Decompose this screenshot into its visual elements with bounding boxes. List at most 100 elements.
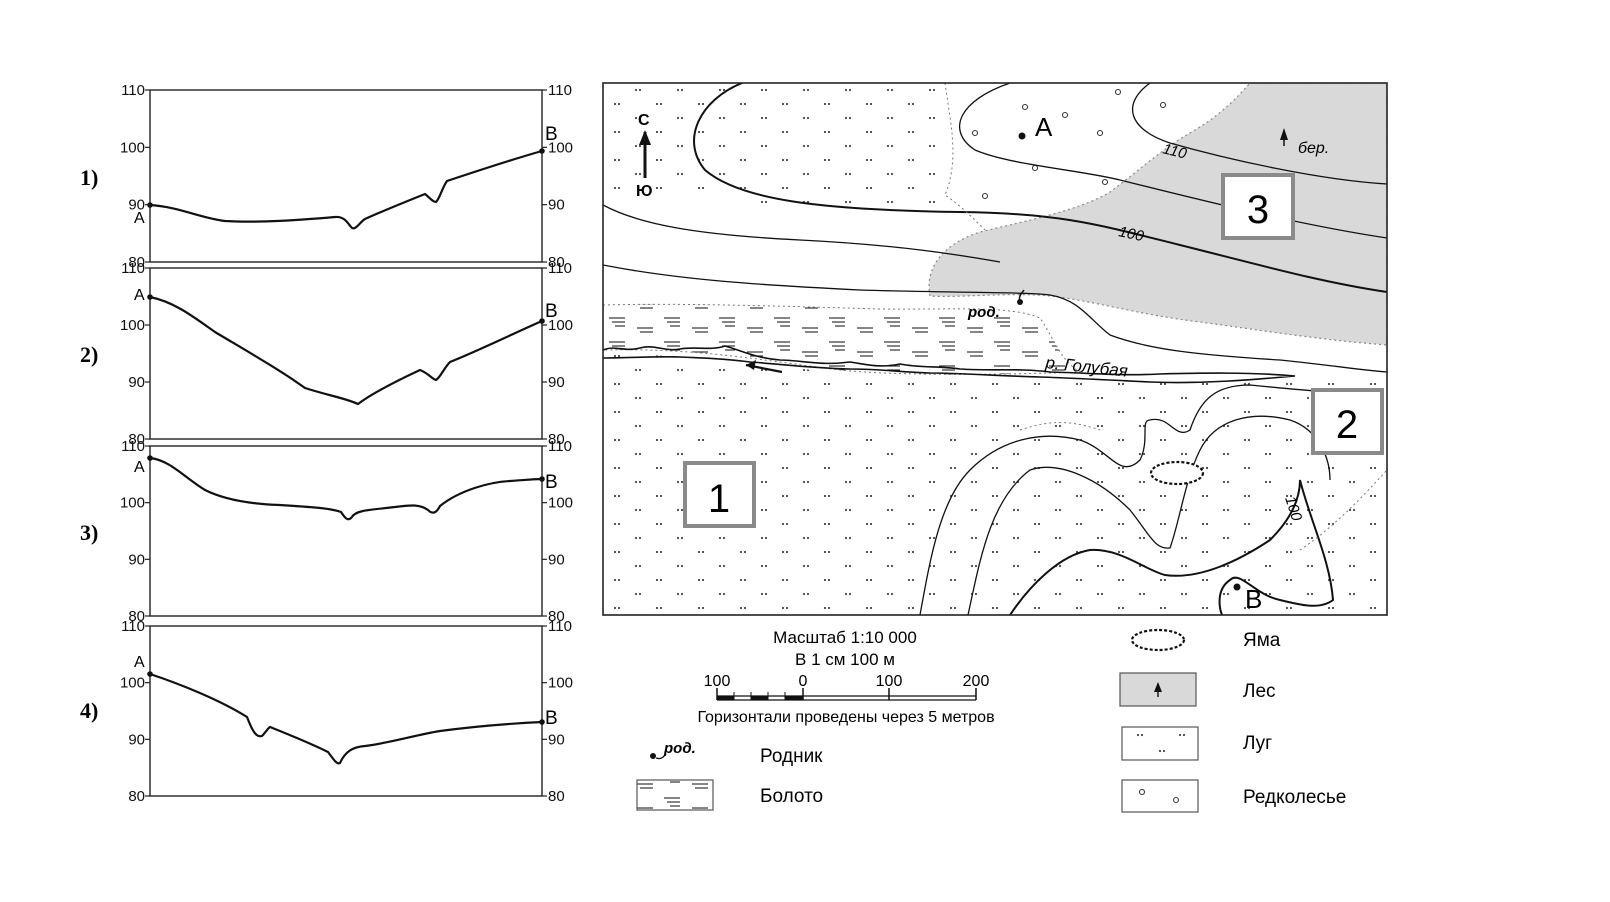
profile-curve-2 bbox=[149, 295, 543, 406]
profile-3-right-tick-90: 90 bbox=[548, 551, 565, 568]
profile-3-point-a: A bbox=[134, 459, 145, 476]
map-spring-label: род. bbox=[967, 304, 1000, 321]
north-label: С bbox=[638, 112, 650, 129]
profile-4-left-tick-90: 90 bbox=[128, 731, 145, 748]
profile-curve-3 bbox=[149, 456, 543, 521]
map-point-a: A bbox=[1035, 112, 1053, 142]
topographic-map: С Ю A B род. р. Голубая бер. 110 100 100… bbox=[602, 82, 1388, 616]
profile-4-left-tick-80: 80 bbox=[128, 788, 145, 805]
profile-4-right-tick-80: 80 bbox=[548, 788, 565, 805]
contour-label-110: 110 bbox=[1161, 140, 1189, 162]
legend-sparse-label: Редколесье bbox=[1243, 787, 1346, 808]
profile-frame-4 bbox=[149, 625, 543, 797]
contour-interval-note: Горизонтали проведены через 5 метров bbox=[697, 709, 994, 726]
legend-spring-symbol: род. bbox=[663, 740, 696, 757]
profile-3-left-tick-110: 110 bbox=[121, 438, 145, 455]
profile-4-right-tick-100: 100 bbox=[548, 675, 573, 692]
area-number-3: 3 bbox=[1247, 188, 1269, 232]
map-birch-label: бер. bbox=[1298, 140, 1329, 157]
legend-swamp-swatch bbox=[636, 779, 714, 811]
profile-1-right-tick-80: 80 bbox=[548, 254, 565, 271]
area-box-3 bbox=[1221, 173, 1295, 240]
legend-pit-label: Яма bbox=[1243, 630, 1281, 651]
profile-2-right-tick-110: 110 bbox=[548, 260, 572, 277]
contour-west-1 bbox=[603, 204, 1001, 263]
contour-label-100: 100 bbox=[1117, 223, 1146, 245]
profile-2-left-tick-80: 80 bbox=[128, 431, 145, 448]
area-number-2: 2 bbox=[1336, 403, 1358, 447]
profile-4-right-tick-90: 90 bbox=[548, 731, 565, 748]
river-golubaya bbox=[603, 345, 1296, 384]
area-box-1 bbox=[683, 461, 756, 528]
profile-1-right-tick-110: 110 bbox=[548, 82, 572, 99]
legend-meadow-swatch bbox=[1121, 726, 1199, 761]
legend-forest-label: Лес bbox=[1243, 681, 1276, 702]
profile-1-right-tick-100: 100 bbox=[548, 139, 573, 156]
profile-1-left-tick-110: 110 bbox=[121, 82, 145, 99]
legend-pit-symbol bbox=[1130, 628, 1186, 652]
profile-2-left-tick-110: 110 bbox=[121, 260, 145, 277]
profile-1-left-tick-80: 80 bbox=[128, 254, 145, 271]
swamp-area bbox=[603, 303, 1082, 375]
scale-subtitle: В 1 см 100 м bbox=[795, 650, 895, 669]
map-point-b: B bbox=[1245, 584, 1262, 614]
contour-north-1 bbox=[693, 83, 1387, 293]
profile-3-left-tick-90: 90 bbox=[128, 551, 145, 568]
profile-curve-1 bbox=[149, 149, 543, 230]
profile-3-left-tick-80: 80 bbox=[128, 608, 145, 625]
birch-tree-icon bbox=[1280, 128, 1288, 140]
profile-2-point-b: B bbox=[545, 301, 558, 322]
profile-1-point-a: A bbox=[134, 210, 145, 227]
scale-tick-100: 100 bbox=[876, 673, 903, 690]
legend-sparse-swatch bbox=[1121, 779, 1199, 813]
profile-3-right-tick-110: 110 bbox=[548, 438, 572, 455]
profile-3-right-tick-100: 100 bbox=[548, 495, 573, 512]
contour-west-2 bbox=[603, 264, 1387, 373]
south-label: Ю bbox=[636, 183, 653, 200]
profile-label-1: 1) bbox=[80, 165, 98, 190]
contour-south-1 bbox=[919, 384, 1331, 615]
profile-3-left-tick-100: 100 bbox=[120, 495, 145, 512]
profile-frame-2 bbox=[149, 267, 543, 440]
meadow-area-south bbox=[603, 354, 1387, 615]
area-number-1: 1 bbox=[708, 477, 730, 521]
profile-4-left-tick-110: 110 bbox=[121, 618, 145, 635]
contour-south-100 bbox=[1009, 479, 1335, 615]
map-legend: Масштаб 1:10 000 В 1 см 100 м 100 0 100 … bbox=[636, 628, 1346, 813]
profile-2-right-tick-90: 90 bbox=[548, 374, 565, 391]
profile-2-right-tick-80: 80 bbox=[548, 431, 565, 448]
profile-label-4: 4) bbox=[80, 698, 98, 723]
legend-swamp-label: Болото bbox=[760, 786, 823, 807]
profile-4-point-a: A bbox=[134, 654, 145, 671]
profile-curve-4 bbox=[149, 672, 543, 765]
profile-label-2: 2) bbox=[80, 342, 98, 367]
profile-1-point-b: B bbox=[545, 124, 558, 145]
map-frame bbox=[602, 82, 1388, 616]
meadow-area-north bbox=[603, 83, 948, 210]
area-box-2 bbox=[1311, 388, 1384, 455]
scale-bar: 100 0 100 200 bbox=[704, 673, 990, 701]
profile-4-point-b: B bbox=[545, 708, 558, 729]
legend-meadow-label: Луг bbox=[1243, 733, 1272, 754]
profile-frame-3 bbox=[149, 445, 543, 617]
sparse-forest-symbols bbox=[971, 88, 1167, 200]
scale-tick-200: 200 bbox=[963, 673, 990, 690]
profile-4-right-tick-110: 110 bbox=[548, 618, 572, 635]
profile-2-right-tick-100: 100 bbox=[548, 317, 573, 334]
scale-tick-100-left: 100 bbox=[704, 673, 731, 690]
pit-symbol bbox=[1149, 460, 1205, 486]
profile-3-right-tick-80: 80 bbox=[548, 608, 565, 625]
profile-2-point-a: A bbox=[134, 287, 145, 304]
profile-label-3: 3) bbox=[80, 520, 98, 545]
profile-3-point-b: B bbox=[545, 472, 558, 493]
legend-spring-label: Родник bbox=[760, 746, 823, 767]
scale-title: Масштаб 1:10 000 bbox=[773, 628, 917, 647]
profile-frame-1 bbox=[149, 89, 543, 263]
contour-south-2 bbox=[967, 415, 1331, 615]
profile-1-left-tick-90: 90 bbox=[128, 197, 145, 214]
profile-2-left-tick-90: 90 bbox=[128, 374, 145, 391]
profile-1-right-tick-90: 90 bbox=[548, 197, 565, 214]
profile-4-left-tick-100: 100 bbox=[120, 675, 145, 692]
